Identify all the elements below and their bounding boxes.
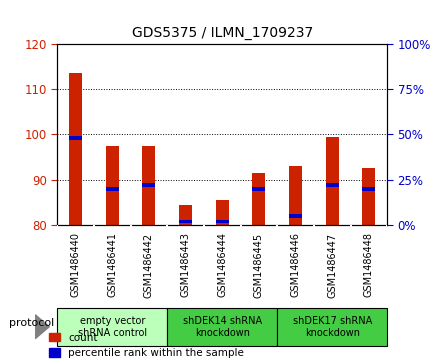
Bar [277, 308, 387, 346]
Bar [106, 146, 119, 225]
Text: GSM1486445: GSM1486445 [254, 232, 264, 298]
Legend: count, percentile rank within the sample: count, percentile rank within the sample [49, 333, 244, 358]
Text: GSM1486444: GSM1486444 [217, 232, 227, 298]
Text: empty vector
shRNA control: empty vector shRNA control [77, 316, 147, 338]
Bar [179, 205, 192, 225]
Bar [216, 220, 229, 223]
Bar [143, 183, 155, 187]
Bar [253, 173, 265, 225]
Bar [167, 308, 277, 346]
Polygon shape [35, 315, 49, 339]
Text: GSM1486447: GSM1486447 [327, 232, 337, 298]
Text: GSM1486440: GSM1486440 [70, 232, 81, 298]
Bar [57, 308, 167, 346]
Text: GSM1486442: GSM1486442 [144, 232, 154, 298]
Text: GSM1486443: GSM1486443 [180, 232, 191, 298]
Text: GSM1486446: GSM1486446 [290, 232, 301, 298]
Text: GSM1486448: GSM1486448 [364, 232, 374, 298]
Text: protocol: protocol [9, 318, 54, 328]
Bar [326, 183, 339, 187]
Bar [253, 187, 265, 191]
Bar [106, 187, 119, 191]
Bar [179, 220, 192, 223]
Bar [363, 168, 375, 225]
Bar [326, 136, 339, 225]
Bar [69, 73, 82, 225]
Bar [69, 136, 82, 140]
Bar [363, 187, 375, 191]
Bar [289, 166, 302, 225]
Text: shDEK14 shRNA
knockdown: shDEK14 shRNA knockdown [183, 316, 262, 338]
Title: GDS5375 / ILMN_1709237: GDS5375 / ILMN_1709237 [132, 26, 313, 40]
Bar [289, 214, 302, 218]
Text: GSM1486441: GSM1486441 [107, 232, 117, 298]
Bar [216, 200, 229, 225]
Bar [143, 146, 155, 225]
Text: shDEK17 shRNA
knockdown: shDEK17 shRNA knockdown [293, 316, 372, 338]
